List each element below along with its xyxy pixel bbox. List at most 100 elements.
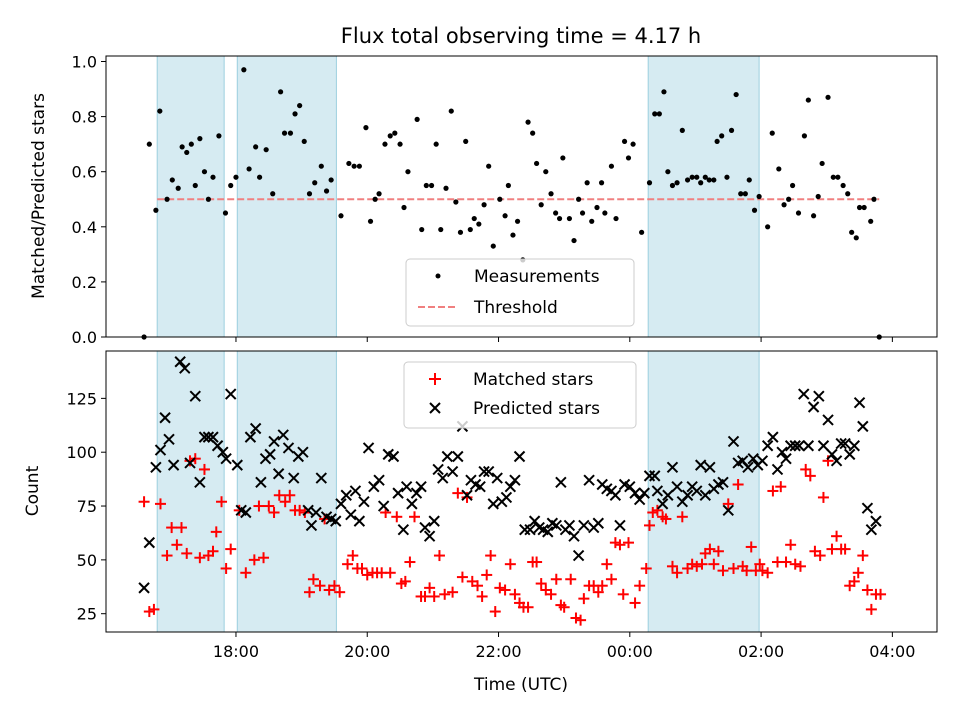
- predicted-star-point: [452, 450, 464, 463]
- measurement-point: [382, 141, 388, 147]
- measurement-point: [625, 155, 632, 161]
- matched-star-point: [817, 491, 829, 503]
- measurement-point: [423, 182, 429, 189]
- measurement-point: [179, 144, 185, 150]
- matched-star-point: [745, 541, 757, 553]
- predicted-star-point: [305, 519, 318, 532]
- y-tick-label: 0.8: [72, 108, 97, 127]
- matched-star-point: [565, 573, 577, 585]
- predicted-star-point: [699, 489, 711, 501]
- predicted-star-point: [519, 524, 531, 536]
- measurement-point: [724, 174, 730, 180]
- predicted-star-point: [441, 450, 454, 463]
- predicted-star-point: [789, 440, 801, 452]
- predicted-star-point: [500, 491, 513, 504]
- measurement-point: [216, 133, 222, 139]
- measurement-point: [608, 163, 615, 169]
- matched-star-point: [575, 614, 587, 626]
- matched-star-point: [522, 601, 534, 613]
- counts-y-axis-label: Count: [23, 465, 43, 516]
- legend-measurements-marker: [435, 273, 441, 279]
- measurement-point: [481, 202, 487, 208]
- matched-star-point: [294, 504, 306, 516]
- matched-star-point: [660, 513, 672, 525]
- matched-star-point: [728, 562, 740, 574]
- measurement-point: [694, 174, 700, 180]
- matched-star-point: [857, 550, 869, 562]
- predicted-star-point: [694, 459, 707, 471]
- matched-star-point: [258, 552, 270, 564]
- x-tick-label: 20:00: [344, 642, 390, 661]
- measurement-point: [356, 163, 362, 169]
- matched-star-point: [509, 588, 521, 600]
- y-tick-label: 0.2: [72, 273, 97, 292]
- matched-star-point: [767, 485, 779, 497]
- matched-star-point: [342, 558, 354, 570]
- predicted-star-point: [614, 519, 626, 532]
- shaded-intervals: [156, 55, 760, 338]
- predicted-star-point: [780, 452, 792, 465]
- predicted-star-point: [651, 485, 664, 497]
- measurement-point: [467, 226, 473, 233]
- measurement-point: [835, 174, 841, 180]
- predicted-star-point: [345, 508, 357, 521]
- matched-star-point: [839, 543, 851, 555]
- predicted-star-point: [756, 455, 769, 467]
- predicted-star-point: [839, 437, 851, 450]
- measurement-point: [656, 111, 662, 117]
- predicted-star-point: [225, 388, 237, 400]
- measurement-point: [795, 210, 802, 216]
- matched-star-point: [391, 511, 403, 523]
- matched-star-point: [804, 470, 816, 482]
- predicted-star-point: [330, 515, 342, 527]
- predicted-star-point: [761, 440, 774, 452]
- matched-star-point: [433, 550, 445, 562]
- measurement-point: [457, 229, 464, 235]
- matched-star-point: [762, 567, 774, 579]
- measurement-point: [312, 180, 318, 186]
- matched-star-point: [284, 489, 296, 501]
- measurement-point: [392, 130, 398, 136]
- measurement-point: [376, 191, 382, 197]
- predicted-star-point: [377, 500, 390, 512]
- predicted-star-point: [609, 489, 622, 501]
- matched-star-point: [800, 463, 812, 475]
- predicted-star-point: [255, 476, 267, 489]
- measurement-point: [566, 215, 573, 222]
- measurement-point: [486, 163, 492, 169]
- predicted-star-point: [666, 461, 679, 473]
- y-tick-label: 75: [77, 497, 97, 516]
- matched-star-point: [861, 584, 873, 596]
- matched-star-point: [328, 580, 340, 592]
- matched-star-point: [452, 487, 464, 499]
- predicted-star-point: [629, 487, 641, 499]
- matched-star-point: [550, 573, 562, 585]
- measurement-point: [188, 141, 194, 147]
- predicted-star-point: [446, 465, 459, 478]
- predicted-star-point: [189, 390, 201, 402]
- matched-star-point: [279, 496, 291, 508]
- measurement-point: [228, 182, 234, 189]
- measurement-point: [571, 237, 577, 244]
- matched-star-point: [826, 543, 838, 555]
- measurement-point: [719, 133, 725, 139]
- measurement-point: [746, 177, 752, 183]
- measurement-point: [210, 174, 216, 180]
- predicted-star-point: [249, 422, 262, 435]
- matched-star-point: [419, 590, 431, 602]
- measurement-point: [698, 180, 704, 186]
- ratio-y-axis: 0.0 0.2 0.4 0.6 0.8 1.0: [72, 53, 106, 347]
- predicted-star-point: [474, 480, 486, 493]
- predicted-star-point: [198, 431, 211, 443]
- matched-star-point: [461, 491, 473, 503]
- predicted-star-point: [848, 440, 861, 452]
- matched-star-point: [347, 550, 359, 562]
- matched-star-point: [424, 582, 436, 594]
- measurement-point: [819, 160, 825, 167]
- ratio-x-axis: [235, 337, 893, 342]
- matched-star-point: [220, 562, 232, 574]
- predicted-star-point: [220, 452, 232, 465]
- matched-star-point: [273, 489, 285, 501]
- measurement-point: [433, 141, 439, 147]
- matched-star-point: [780, 556, 792, 568]
